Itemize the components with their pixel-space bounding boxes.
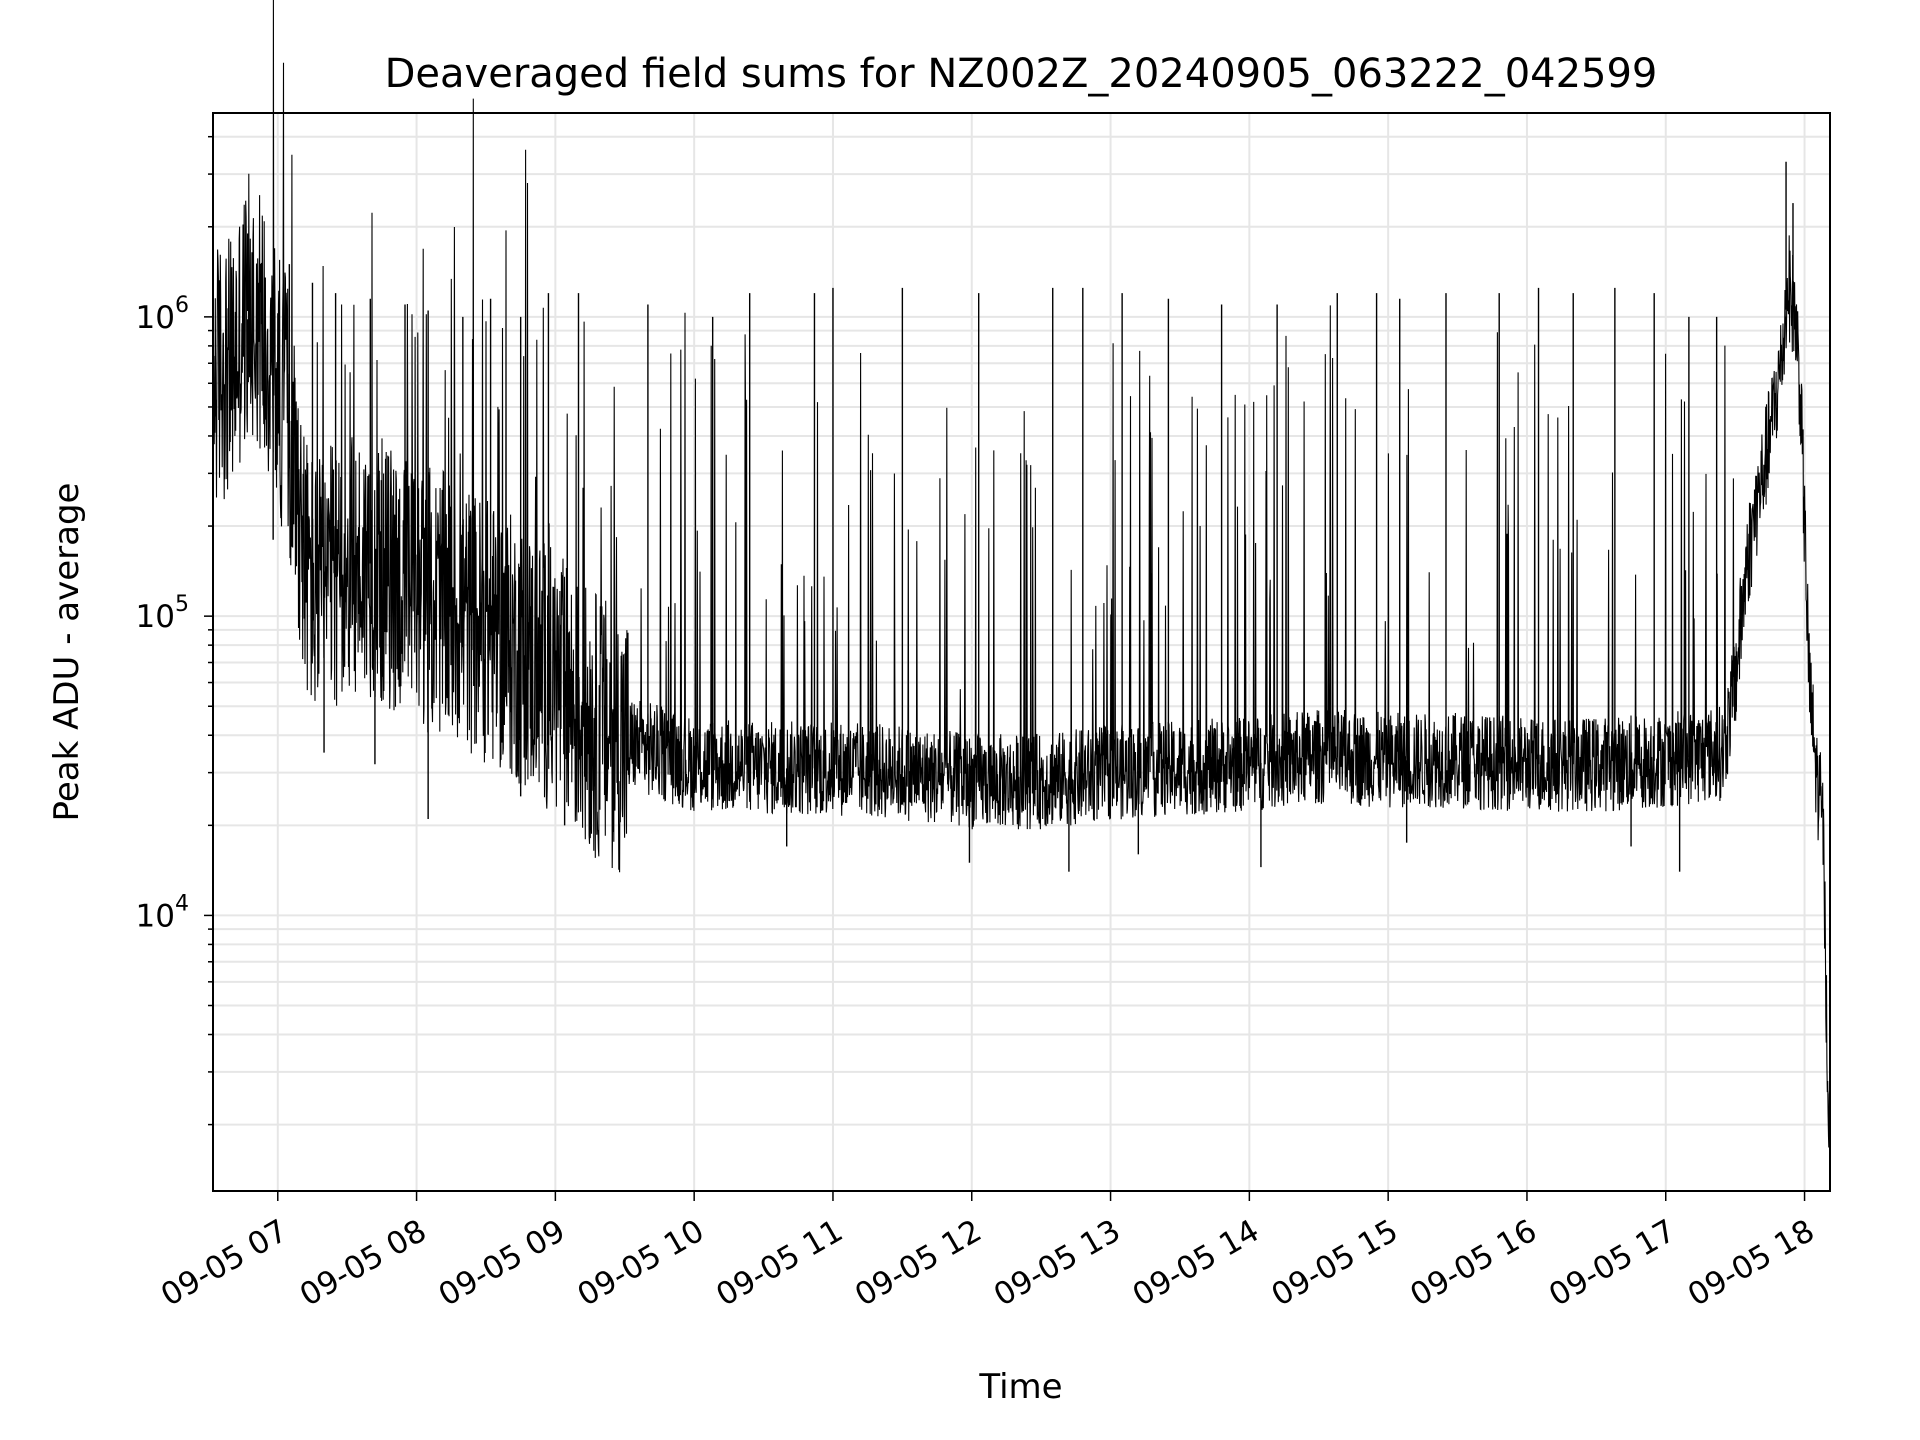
chart-title: Deaveraged field sums for NZ002Z_2024090…	[385, 51, 1658, 97]
y-tick-label: 104	[136, 891, 189, 934]
y-tick-label: 106	[136, 293, 189, 336]
y-axis-label: Peak ADU - average	[47, 483, 87, 822]
y-tick-label: 105	[136, 592, 189, 635]
x-axis-label: Time	[978, 1367, 1062, 1407]
plot-frame	[212, 112, 1831, 1192]
y-axis-ticks: 104 105 106	[136, 135, 213, 1126]
data-series	[212, 0, 1831, 1148]
series-line	[212, 0, 1831, 1148]
